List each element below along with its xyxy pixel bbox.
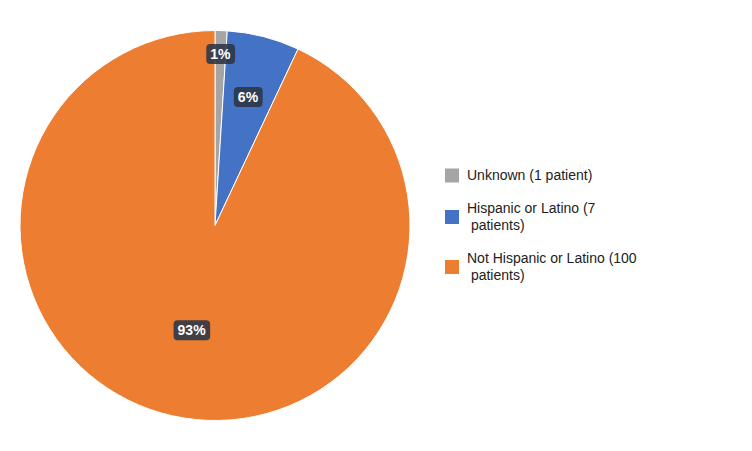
pie-slice <box>20 31 410 421</box>
data-label-text: 93% <box>178 322 207 338</box>
legend-label-line: Hispanic or Latino (7 <box>467 200 596 216</box>
data-label-box <box>206 44 235 64</box>
legend-label: Unknown (1 patient) <box>467 167 592 183</box>
legend-label: Hispanic or Latino (7 patients) <box>467 200 596 233</box>
legend-swatch <box>445 260 459 274</box>
legend: Unknown (1 patient) Hispanic or Latino (7… <box>445 167 637 283</box>
legend-label-line: Not Hispanic or Latino (100 <box>467 250 637 266</box>
legend-label-line: Unknown (1 patient) <box>467 167 592 183</box>
legend-item: Unknown (1 patient) <box>445 167 592 183</box>
pie <box>20 31 410 421</box>
data-labels: 1% 6% 93% <box>174 44 263 340</box>
legend-label-line: patients) <box>467 267 525 283</box>
legend-item: Hispanic or Latino (7 patients) <box>445 200 596 233</box>
data-label: 1% <box>206 44 235 64</box>
data-label: 93% <box>174 320 211 340</box>
legend-label-line: patients) <box>467 217 525 233</box>
data-label: 6% <box>234 87 263 107</box>
legend-item: Not Hispanic or Latino (100 patients) <box>445 250 637 283</box>
chart: 1% 6% 93% Unknown (1 patient) Hispanic or La… <box>0 0 752 451</box>
data-label-text: 6% <box>238 89 259 105</box>
legend-swatch <box>445 169 459 183</box>
legend-label: Not Hispanic or Latino (100 patients) <box>467 250 637 283</box>
data-label-text: 1% <box>210 46 231 62</box>
data-label-box <box>174 320 211 340</box>
legend-swatch <box>445 210 459 224</box>
data-label-box <box>234 87 263 107</box>
